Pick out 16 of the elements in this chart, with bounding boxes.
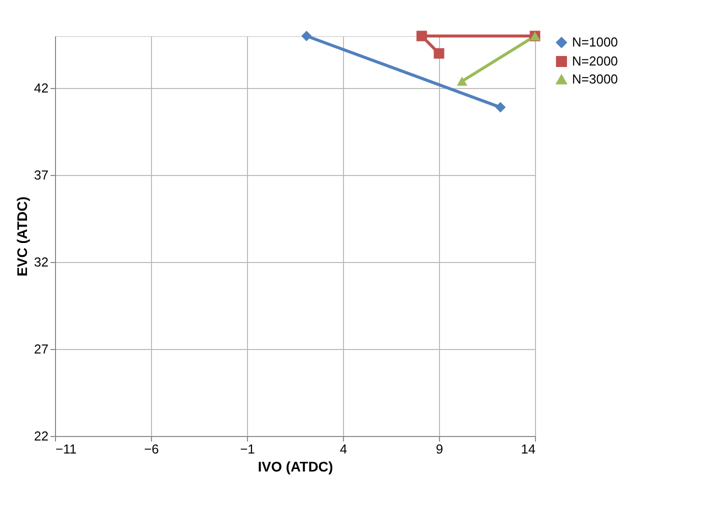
x-tick-label: −6 [144, 442, 159, 456]
y-tick-label: 22 [34, 428, 48, 444]
x-tick-label: −1 [240, 442, 255, 456]
x-tick-label: −11 [56, 442, 77, 456]
legend-label: N=1000 [572, 34, 618, 50]
legend-label: N=3000 [572, 72, 618, 86]
x-tick-label: 4 [340, 442, 348, 456]
x-axis-title: IVO (ATDC) [258, 458, 334, 474]
y-tick-label: 37 [34, 168, 48, 183]
x-tick-label: 9 [436, 442, 444, 456]
legend-label: N=2000 [572, 54, 618, 68]
y-tick-label: 42 [34, 80, 48, 96]
y-axis-title: EVC (ATDC) [14, 196, 30, 276]
y-tick-label: 32 [34, 254, 48, 270]
y-tick-label: 27 [34, 342, 48, 357]
x-tick-label: 14 [521, 442, 536, 456]
